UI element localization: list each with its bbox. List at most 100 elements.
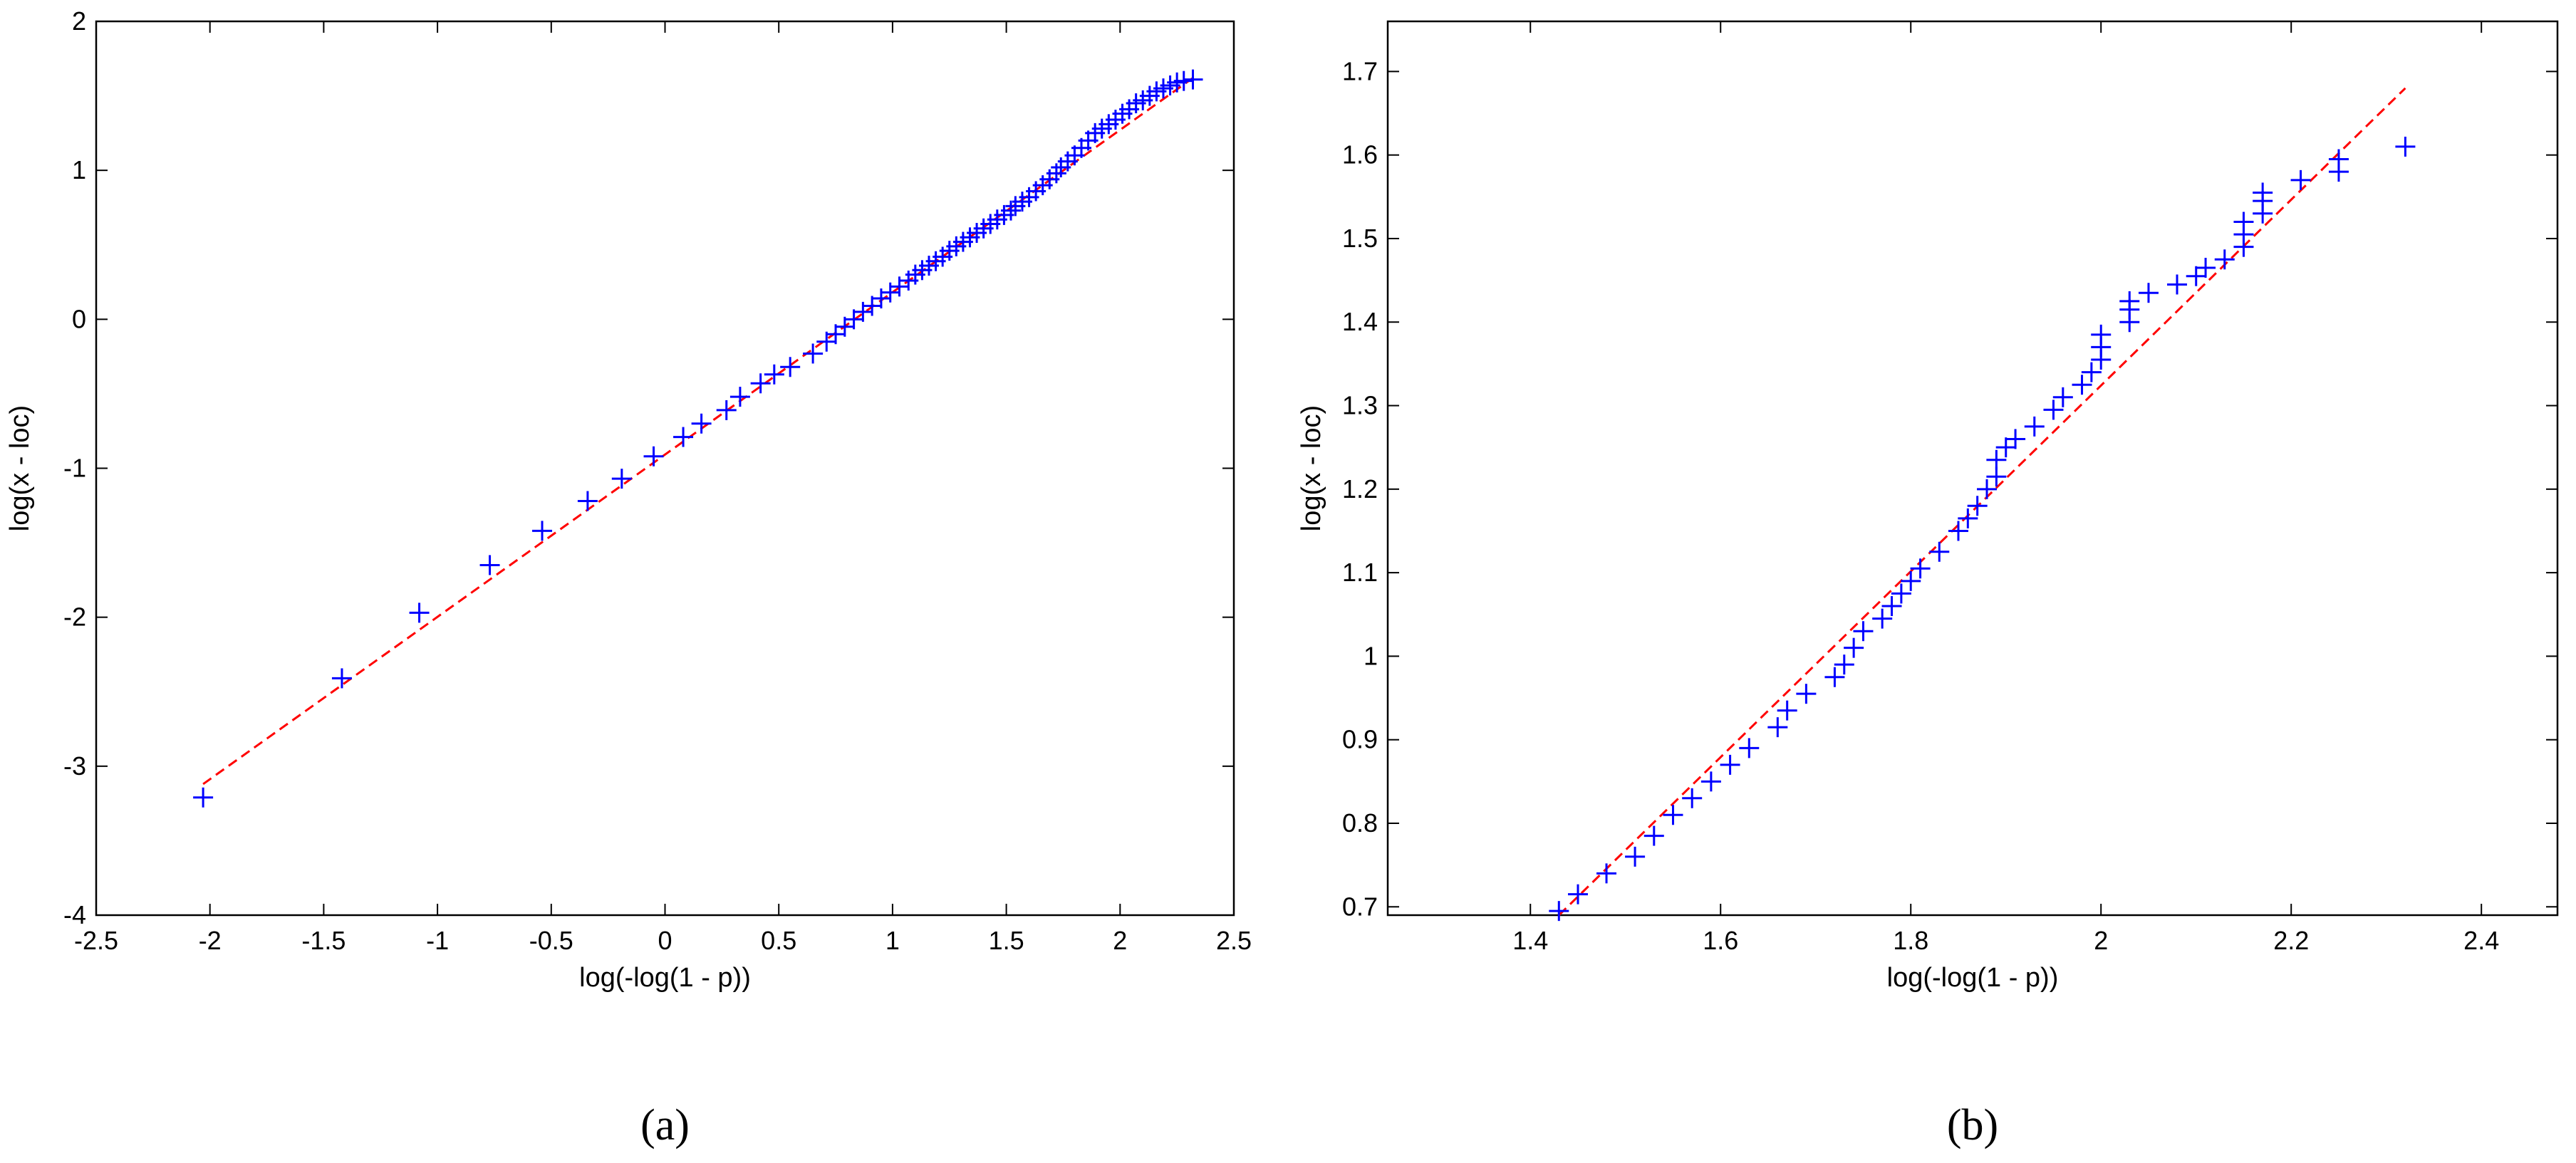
data-point [1834,654,1854,675]
data-point [2024,416,2045,437]
data-point [1796,684,1817,704]
data-point [643,446,664,466]
data-point [2138,283,2159,303]
x-tick-label: 0.5 [761,926,796,955]
data-point [1700,771,1721,792]
data-point [1967,496,1988,516]
data-point [1986,449,2007,470]
y-tick-label: 1.5 [1342,224,1378,253]
data-point [1881,596,1902,617]
data-point [1739,738,1760,758]
caption-b: (b) [1947,1101,1998,1149]
y-axis-label-b: log(x - loc) [1297,405,1326,531]
data-point [2328,149,2349,170]
y-tick-label: 1 [72,155,86,184]
plot-area-a [95,20,1235,917]
data-point [1986,466,2007,487]
fit-line-b [1558,87,2406,917]
data-point [780,357,801,377]
data-point [1910,558,1931,579]
data-point [1891,583,1911,604]
data-point [1872,608,1893,629]
data-point [409,603,430,623]
y-tick-label: -2 [63,603,86,632]
data-point [1643,825,1664,846]
data-point [1948,521,1968,541]
data-point [1767,717,1788,738]
data-point [479,555,500,575]
data-point [2081,362,2102,382]
y-tick-label: 0 [72,304,86,333]
data-point [1977,479,1998,499]
data-point [1173,71,1194,91]
data-point [1567,884,1588,904]
data-points-b [1549,136,2416,922]
data-point [1549,901,1569,922]
data-point [1777,700,1797,721]
data-point [2043,400,2064,420]
x-tick-label: 0 [658,926,672,955]
data-point [2167,274,2188,295]
data-point [691,413,712,434]
data-point [2072,375,2092,395]
data-point [2395,136,2416,157]
data-point [729,387,750,407]
data-point [532,521,553,541]
y-tick-label: 1.7 [1342,56,1378,85]
data-point [2186,266,2206,286]
y-tick-label: 1 [1364,641,1378,670]
x-tick-label: -1 [426,926,449,955]
data-point [1958,508,1978,528]
data-point [1824,667,1845,687]
y-tick-label: -3 [63,751,86,781]
data-point [2233,212,2254,232]
data-point [2214,249,2235,270]
x-tick-label: -2.5 [74,926,118,955]
data-point [1853,621,1874,642]
y-tick-label: -1 [63,454,86,483]
x-axis-label-b: log(-log(1 - p)) [1887,963,2059,993]
data-point [1663,805,1683,825]
data-point [2290,170,2311,190]
x-tick-label: -2 [199,926,222,955]
data-point [750,373,771,394]
data-point [2005,429,2026,449]
data-point [2052,387,2073,407]
x-tick-label: 1.4 [1512,926,1548,955]
x-tick-label: 2.2 [2273,926,2309,955]
chart-panel-a: -2.5 -2 -1.5 -1 -0.5 0 0.5 1 1.5 2 2.5-4-3-2-1012 … [5,6,1252,1149]
data-point [1901,570,1921,591]
data-point [611,469,632,489]
x-axis-label-a: log(-log(1 - p)) [579,963,751,993]
plot-area-b [1386,20,2559,917]
data-point [1929,541,1950,562]
x-tick-label: 2.4 [2463,926,2499,955]
x-tick-label: 1.5 [989,926,1024,955]
data-point [193,787,214,808]
data-point [803,343,824,364]
data-point [1995,437,2016,458]
x-tick-label: 1.6 [1703,926,1738,955]
x-tick-label: 1.8 [1893,926,1928,955]
y-tick-label: 0.8 [1342,808,1378,838]
y-tick-label: 0.9 [1342,725,1378,754]
data-point [1844,637,1864,658]
data-point [2196,258,2216,278]
data-points-a [193,69,1203,808]
y-tick-label: 1.4 [1342,307,1378,336]
y-tick-label: -4 [63,900,86,929]
data-point [1720,754,1740,775]
fit-line [1558,87,2406,917]
y-tick-label: 1.2 [1342,474,1378,504]
data-point [2119,291,2140,311]
y-axis-label-a: log(x - loc) [5,405,35,531]
data-point [2253,182,2273,203]
caption-a: (a) [640,1101,690,1149]
y-tick-label: 1.1 [1342,558,1378,587]
x-tick-label: -0.5 [529,926,573,955]
ticks-b: 1.4 1.6 1.8 2 2.2 2.4 0.7 0.8 0.9 1 1.1 1.2 1.3 1.4 1.… [1342,21,2557,955]
x-tick-label: -1.5 [301,926,346,955]
data-point [1596,863,1617,884]
data-point [1183,69,1203,90]
